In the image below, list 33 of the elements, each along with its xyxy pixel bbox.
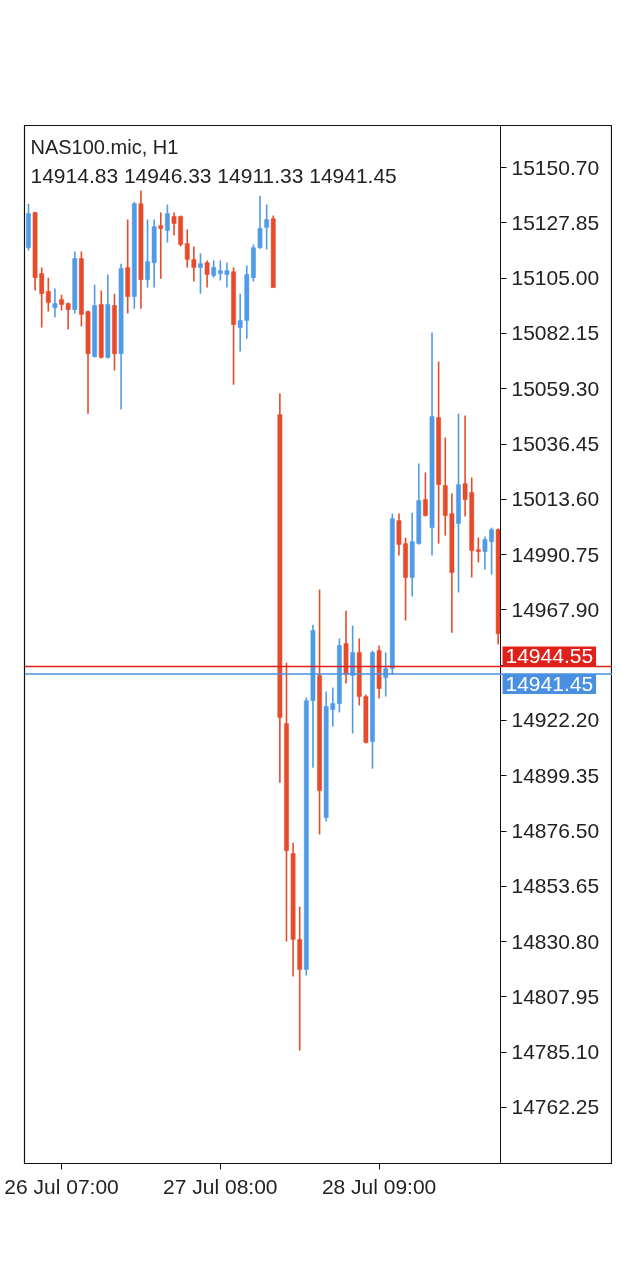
x-tick-label: 26 Jul 07:00	[4, 1174, 119, 1198]
ref-line-label: 14941.45	[505, 671, 594, 695]
x-tick-label: 28 Jul 09:00	[321, 1174, 437, 1198]
y-tick-label: 14762.25	[511, 1095, 600, 1119]
y-tick-label: 14785.10	[511, 1040, 600, 1064]
y-tick-label: 15105.00	[511, 266, 600, 290]
y-tick-label: 15082.15	[511, 321, 600, 345]
candlestick	[475, 536, 481, 564]
candlestick	[52, 287, 58, 319]
candlestick	[423, 471, 428, 518]
candlestick	[264, 203, 269, 251]
y-tick-label: 14990.75	[511, 542, 600, 566]
y-tick-label: 14830.80	[511, 929, 600, 953]
y-tick-label: 14922.20	[511, 708, 600, 732]
y-tick-label: 15150.70	[511, 155, 600, 179]
candlestick	[158, 211, 164, 280]
y-tick-label: 15127.85	[511, 210, 600, 234]
ref-line-label: 14944.55	[505, 644, 594, 668]
candlestick	[204, 259, 210, 289]
y-tick-label: 14967.90	[511, 597, 600, 621]
candlestick	[198, 252, 203, 295]
y-tick-label: 14876.50	[511, 819, 600, 843]
y-tick-label: 14853.65	[511, 874, 600, 898]
y-tick-label: 14807.95	[511, 984, 600, 1008]
y-tick-label: 14899.35	[511, 763, 600, 787]
text: NAS100.mic, H1	[30, 135, 179, 158]
candlestick	[45, 276, 51, 313]
y-tick-label: 15036.45	[511, 432, 600, 456]
annotation: 14914.83 14946.33 14911.33 14941.45	[30, 163, 397, 187]
candlestick	[165, 203, 170, 244]
y-tick-label: 15059.30	[511, 376, 600, 400]
y-tick-label: 15013.60	[511, 487, 600, 511]
x-tick-label: 27 Jul 08:00	[163, 1174, 278, 1198]
